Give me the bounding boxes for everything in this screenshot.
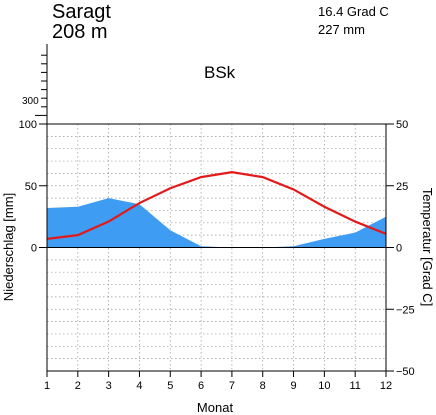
right-axis-ticks: 50 25 0 −25 −50 <box>386 119 415 378</box>
upper-precipitation-scale <box>35 44 48 125</box>
x-axis-label: Monat <box>197 400 234 415</box>
annual-temperature: 16.4 Grad C <box>318 4 389 19</box>
right-tick-label: 25 <box>396 181 408 193</box>
right-tick-label: 50 <box>396 119 408 131</box>
left-axis-label: Niederschlag [mm] <box>1 193 16 301</box>
x-tick-label: 9 <box>290 380 296 392</box>
x-tick-label: 5 <box>167 380 173 392</box>
station-elevation: 208 m <box>52 21 108 43</box>
precip-scale-label: 300 <box>22 96 39 107</box>
x-tick-label: 3 <box>106 380 112 392</box>
climate-classification: BSk <box>204 63 236 82</box>
right-tick-label: −25 <box>396 304 415 316</box>
right-axis-label: Temperatur [Grad C] <box>420 188 435 307</box>
x-tick-label: 11 <box>349 380 360 392</box>
x-tick-label: 6 <box>198 380 204 392</box>
x-tick-label: 10 <box>318 380 330 392</box>
left-tick-label: 50 <box>25 181 37 193</box>
left-axis-ticks: 100 50 0 <box>19 119 47 255</box>
left-tick-label: 0 <box>31 243 37 255</box>
x-tick-label: 8 <box>260 380 266 392</box>
x-axis-ticks: 1 2 3 4 5 6 7 8 9 10 11 12 <box>44 371 392 392</box>
right-tick-label: −50 <box>396 366 415 378</box>
temperature-line <box>46 171 387 240</box>
precipitation-area <box>47 198 386 248</box>
right-tick-label: 0 <box>396 243 402 255</box>
station-name: Saragt <box>52 1 111 23</box>
x-tick-label: 4 <box>136 380 142 392</box>
annual-precipitation: 227 mm <box>318 22 365 37</box>
x-tick-label: 1 <box>44 380 50 392</box>
left-tick-label: 100 <box>19 119 37 131</box>
x-tick-label: 2 <box>75 380 81 392</box>
x-tick-label: 12 <box>380 380 392 392</box>
x-tick-label: 7 <box>229 380 235 392</box>
